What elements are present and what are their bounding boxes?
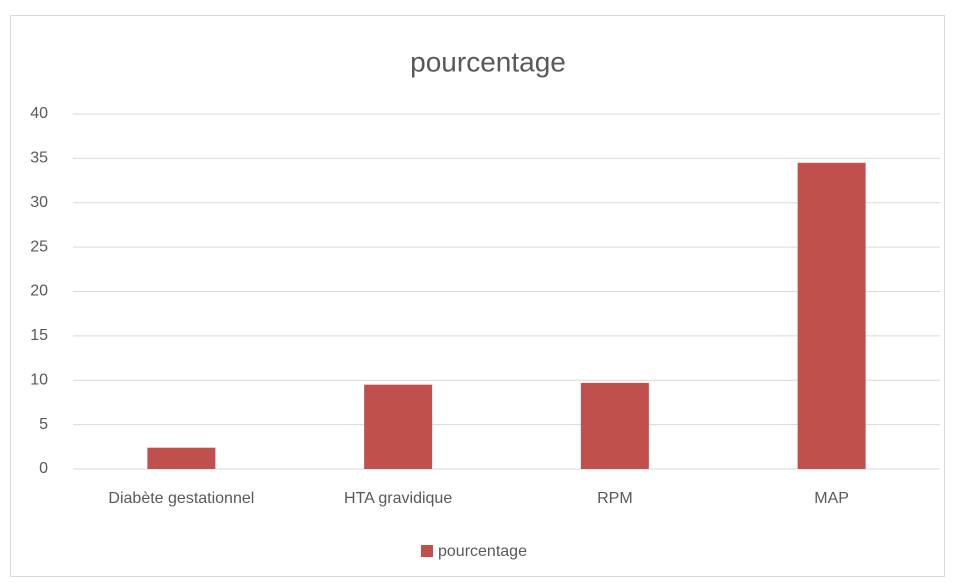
x-tick-label: HTA gravidique [344, 490, 452, 507]
bar [364, 384, 433, 469]
y-tick-label: 25 [30, 238, 48, 255]
y-tick-label: 10 [30, 371, 48, 388]
legend-label: pourcentage [438, 543, 527, 560]
bar [147, 447, 216, 469]
x-tick-label: MAP [814, 490, 849, 507]
x-tick-label: Diabète gestationnel [108, 490, 254, 507]
y-tick-label: 20 [30, 283, 48, 300]
y-tick-label: 35 [30, 150, 48, 167]
y-tick-label: 5 [39, 416, 48, 433]
x-tick-label: RPM [597, 490, 633, 507]
chart-border [10, 15, 945, 577]
bar [797, 162, 866, 469]
y-tick-label: 30 [30, 194, 48, 211]
y-tick-label: 15 [30, 327, 48, 344]
y-tick-label: 40 [30, 105, 48, 122]
y-tick-label: 0 [39, 460, 48, 477]
chart-title: pourcentage [410, 46, 566, 77]
legend-swatch [421, 545, 433, 557]
bar [580, 382, 649, 469]
